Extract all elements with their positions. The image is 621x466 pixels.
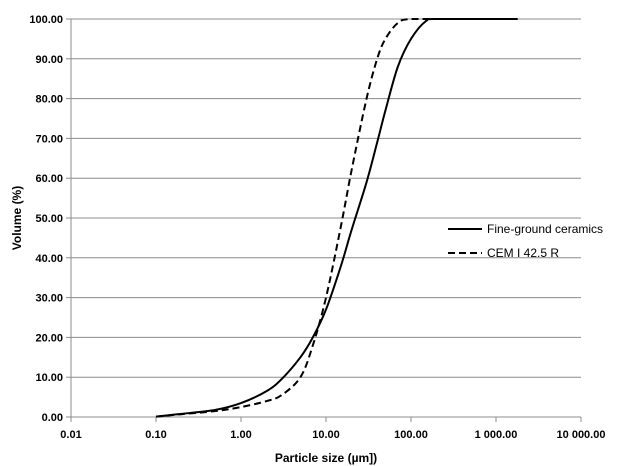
series-lines: [155, 17, 518, 418]
y-tick-label: 40.00: [35, 253, 63, 265]
axes: [66, 18, 582, 422]
x-tick-label: 100.00: [394, 429, 428, 441]
y-tick-label: 100.00: [29, 14, 63, 26]
x-tick-labels: 0.01 0.10 1.00 10.00 100.00 1 000.00 10 000.00: [60, 429, 605, 441]
grid-lines: [71, 18, 581, 378]
legend: Fine-ground ceramics CEM I 42.5 R: [448, 222, 603, 260]
x-tick-label: 10.00: [312, 429, 340, 441]
series-line-fine-ground-ceramics: [155, 17, 518, 418]
y-tick-label: 80.00: [35, 94, 63, 106]
y-tick-label: 70.00: [35, 133, 63, 145]
y-axis-title: Volume (%): [10, 186, 24, 250]
x-tick-label: 0.10: [145, 429, 166, 441]
series-line-cem-i-42-5-r: [155, 18, 452, 418]
y-tick-label: 0.00: [42, 412, 63, 424]
y-tick-label: 20.00: [35, 332, 63, 344]
legend-label-fine-ground-ceramics: Fine-ground ceramics: [487, 222, 603, 236]
y-tick-label: 10.00: [35, 372, 63, 384]
x-tick-label: 1 000.00: [475, 429, 518, 441]
y-tick-label: 60.00: [35, 173, 63, 185]
x-tick-label: 1.00: [230, 429, 251, 441]
y-tick-label: 50.00: [35, 213, 63, 225]
y-tick-labels: 0.00 10.00 20.00 30.00 40.00 50.00 60.00 70.00 8…: [29, 14, 63, 424]
x-tick-label: 10 000.00: [557, 429, 606, 441]
x-tick-label: 0.01: [60, 429, 81, 441]
y-tick-label: 90.00: [35, 54, 63, 66]
legend-label-cem-i-42-5-r: CEM I 42.5 R: [487, 246, 559, 260]
x-axis-title: Particle size (µm]): [275, 451, 377, 465]
y-tick-label: 30.00: [35, 293, 63, 305]
